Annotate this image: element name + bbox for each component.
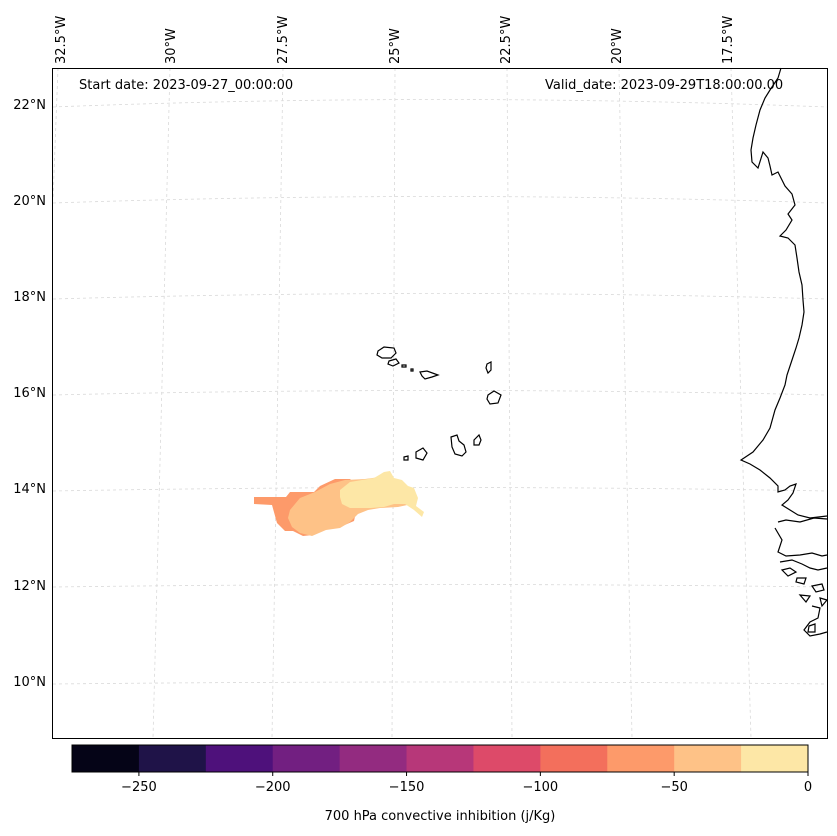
colorbar-swatch	[473, 745, 541, 772]
colorbar-swatch	[138, 745, 207, 772]
lon-label: 25°W	[388, 28, 403, 64]
colorbar-frame	[71, 744, 809, 773]
coastlines	[376, 67, 829, 637]
cin-field	[254, 471, 424, 536]
colorbar-tick-label: −250	[121, 780, 157, 795]
start-date-text: Start date: 2023-09-27_00:00:00	[79, 78, 294, 93]
colorbar-swatch	[607, 745, 675, 772]
island-brava	[403, 455, 409, 461]
lon-label: 20°W	[610, 28, 625, 64]
colorbar-label: 700 hPa convective inhibition (j/Kg)	[324, 809, 556, 824]
bijagos-islands	[780, 567, 829, 608]
colorbar-swatch	[72, 745, 140, 772]
lon-label: 22.5°W	[499, 15, 514, 64]
colorbar-tick-label: −150	[388, 780, 425, 795]
colorbar-swatch	[406, 745, 474, 772]
lat-label: 16°N	[13, 386, 46, 401]
colorbar	[71, 744, 809, 776]
map-frame	[52, 68, 828, 739]
colorbar-swatch	[674, 745, 742, 772]
island-fogo	[415, 447, 428, 461]
cin-region-pale-yellow	[340, 471, 424, 517]
island-maio	[473, 433, 482, 446]
island-sal	[485, 361, 492, 375]
colorbar-tick-label: −50	[660, 780, 688, 795]
colorbar-swatch	[272, 745, 341, 772]
graticule	[52, 67, 828, 739]
colorbar-tick-label: 0	[803, 780, 813, 795]
colorbar-swatch	[540, 745, 608, 772]
lat-label: 22°N	[13, 98, 46, 113]
valid-date-text: Valid_date: 2023-09-29T18:00:00.00	[545, 78, 784, 93]
guinea-coast	[779, 559, 828, 571]
guinea-south-coast	[803, 605, 828, 637]
guinea-bissau-coast	[774, 527, 828, 557]
lat-label: 10°N	[13, 675, 46, 690]
lon-label: 17.5°W	[721, 15, 736, 64]
lat-label: 20°N	[13, 194, 46, 209]
lon-label: 32.5°W	[54, 15, 69, 64]
colorbar-tick-label: −100	[522, 780, 559, 795]
island-branco	[410, 368, 414, 372]
lon-label: 30°W	[164, 28, 179, 64]
island-santo-antao	[376, 346, 397, 359]
west-africa-coast	[739, 67, 828, 519]
colorbar-swatch	[741, 745, 809, 772]
lat-label: 14°N	[13, 482, 46, 497]
island-sao-vicente	[387, 358, 400, 367]
island-sao-nicolau	[419, 370, 440, 380]
lat-label: 12°N	[13, 579, 46, 594]
lat-label: 18°N	[13, 290, 46, 305]
island-santa-luzia	[401, 364, 407, 368]
island-boa-vista	[486, 390, 502, 405]
gambia-coast	[777, 517, 828, 523]
lon-label: 27.5°W	[276, 15, 291, 64]
colorbar-tick-label: −200	[254, 780, 291, 795]
island-santiago	[450, 434, 467, 457]
colorbar-swatch	[339, 745, 408, 772]
colorbar-swatch	[205, 745, 274, 772]
